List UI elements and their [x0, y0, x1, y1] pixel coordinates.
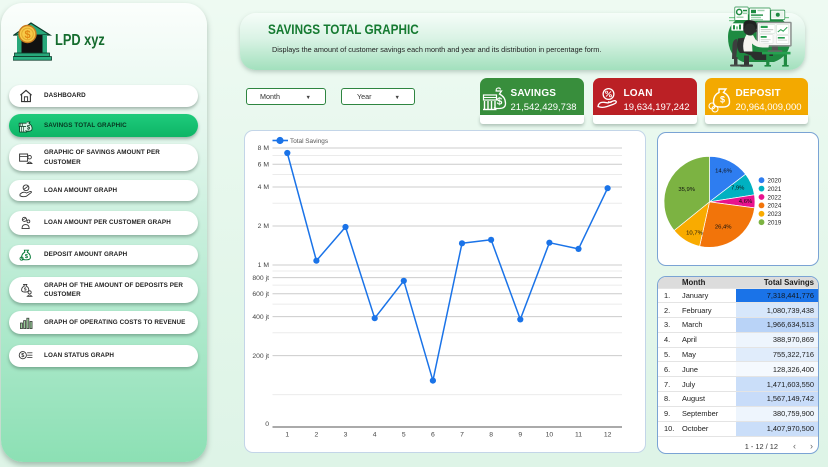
- svg-text:9: 9: [518, 432, 522, 439]
- svg-text:8: 8: [489, 432, 493, 439]
- svg-text:2021: 2021: [768, 186, 782, 193]
- svg-text:2022: 2022: [768, 194, 782, 201]
- svg-text:2019: 2019: [768, 220, 782, 227]
- svg-text:2023: 2023: [768, 211, 782, 218]
- svg-text:$: $: [720, 95, 725, 105]
- svg-text:6 M: 6 M: [258, 161, 270, 168]
- svg-text:4: 4: [373, 432, 377, 439]
- svg-text:2024: 2024: [768, 203, 782, 210]
- svg-text:4,6%: 4,6%: [739, 199, 753, 205]
- svg-text:1 M: 1 M: [258, 262, 270, 269]
- svg-text:8 M: 8 M: [258, 145, 270, 152]
- svg-text:11: 11: [575, 432, 582, 439]
- svg-text:$: $: [27, 125, 31, 131]
- svg-text:3: 3: [344, 432, 348, 439]
- svg-text:2 M: 2 M: [258, 223, 270, 230]
- svg-text:14,6%: 14,6%: [715, 169, 732, 175]
- svg-text:600 jt: 600 jt: [252, 291, 269, 298]
- svg-text:26,4%: 26,4%: [715, 224, 732, 230]
- svg-text:35,9%: 35,9%: [678, 187, 695, 193]
- svg-text:0: 0: [265, 421, 269, 428]
- svg-text:$: $: [25, 254, 29, 260]
- svg-text:10: 10: [546, 432, 554, 439]
- svg-text:$: $: [497, 97, 503, 108]
- svg-text:10,7%: 10,7%: [686, 230, 703, 236]
- svg-text:2020: 2020: [768, 178, 782, 185]
- svg-text:4 M: 4 M: [258, 184, 270, 191]
- svg-text:7: 7: [460, 432, 464, 439]
- svg-text:$: $: [21, 353, 25, 359]
- svg-text:$: $: [24, 29, 30, 41]
- svg-text:$: $: [24, 286, 27, 292]
- svg-text:5: 5: [402, 432, 406, 439]
- svg-text:2: 2: [315, 432, 319, 439]
- svg-text:1: 1: [285, 432, 289, 439]
- svg-text:200 jt: 200 jt: [252, 353, 269, 360]
- svg-text:12: 12: [604, 432, 612, 439]
- svg-text:400 jt: 400 jt: [252, 314, 269, 321]
- svg-text:7,9%: 7,9%: [731, 185, 745, 191]
- svg-text:6: 6: [431, 432, 435, 439]
- svg-text:Total Savings: Total Savings: [290, 138, 328, 145]
- svg-text:800 jt: 800 jt: [252, 275, 269, 282]
